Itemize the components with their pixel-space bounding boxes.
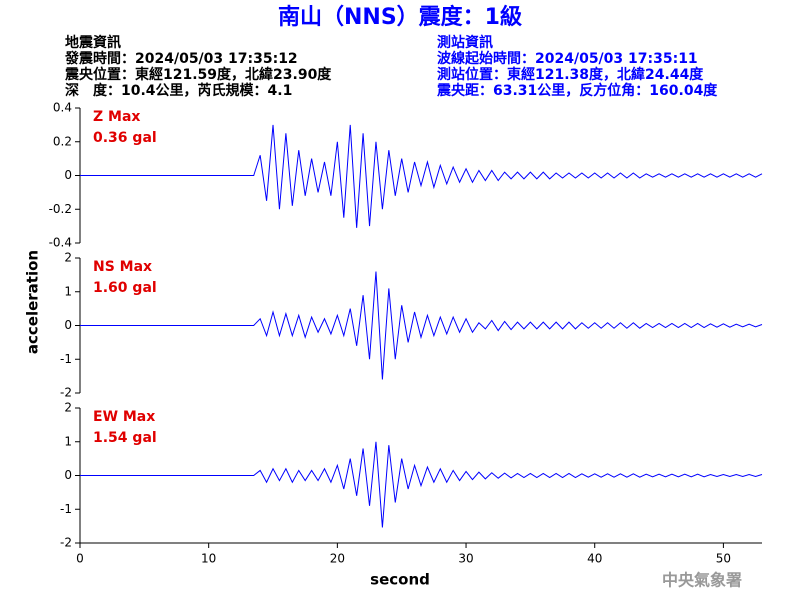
y-tick-label: -0.4 — [49, 236, 72, 250]
waveform — [80, 271, 763, 380]
y-tick-label: 1 — [64, 434, 72, 448]
y-tick-label: 0.4 — [53, 101, 72, 115]
y-tick-label: -2 — [60, 386, 72, 400]
info-line: 波線起始時間：2024/05/03 17:35:11 — [437, 50, 698, 67]
y-axis-label: acceleration — [24, 250, 42, 354]
watermark: 中央氣象署 — [662, 571, 742, 590]
y-tick-label: 0 — [64, 168, 72, 182]
x-tick-label: 30 — [458, 552, 473, 566]
info-line: 深 度：10.4公里，芮氏規模：4.1 — [65, 82, 292, 99]
panel-max: 0.36 gal — [93, 130, 157, 146]
panel-label: NS Max — [93, 259, 152, 275]
info-line: 測站位置：東經121.38度，北緯24.44度 — [437, 66, 704, 83]
y-tick-label: 0 — [64, 318, 72, 332]
y-tick-label: -2 — [60, 536, 72, 550]
panel-max: 1.54 gal — [93, 430, 157, 446]
y-tick-label: 1 — [64, 284, 72, 298]
y-tick-label: -0.2 — [49, 202, 72, 216]
info-line: 震央距：63.31公里，反方位角：160.04度 — [436, 82, 718, 99]
x-tick-label: 20 — [330, 552, 345, 566]
x-tick-label: 50 — [716, 552, 731, 566]
x-tick-label: 10 — [201, 552, 216, 566]
y-tick-label: -1 — [60, 502, 72, 516]
info-line: 發震時間：2024/05/03 17:35:12 — [64, 50, 298, 67]
panel-label: Z Max — [93, 109, 140, 125]
info-line: 震央位置：東經121.59度，北緯23.90度 — [64, 66, 332, 83]
y-tick-label: 0 — [64, 468, 72, 482]
waveform — [80, 124, 763, 228]
y-tick-label: -1 — [60, 352, 72, 366]
chart-title: 南山（NNS）震度：1級 — [278, 4, 522, 30]
x-axis-label: second — [370, 571, 430, 589]
y-tick-label: 2 — [64, 401, 72, 415]
panel-label: EW Max — [93, 409, 155, 425]
y-tick-label: 0.2 — [53, 134, 72, 148]
info-line: 地震資訊 — [65, 34, 121, 51]
waveform — [80, 441, 763, 528]
panel-max: 1.60 gal — [93, 280, 157, 296]
x-tick-label: 40 — [587, 552, 602, 566]
y-tick-label: 2 — [64, 251, 72, 265]
x-tick-label: 0 — [76, 552, 84, 566]
info-line: 測站資訊 — [437, 34, 493, 51]
